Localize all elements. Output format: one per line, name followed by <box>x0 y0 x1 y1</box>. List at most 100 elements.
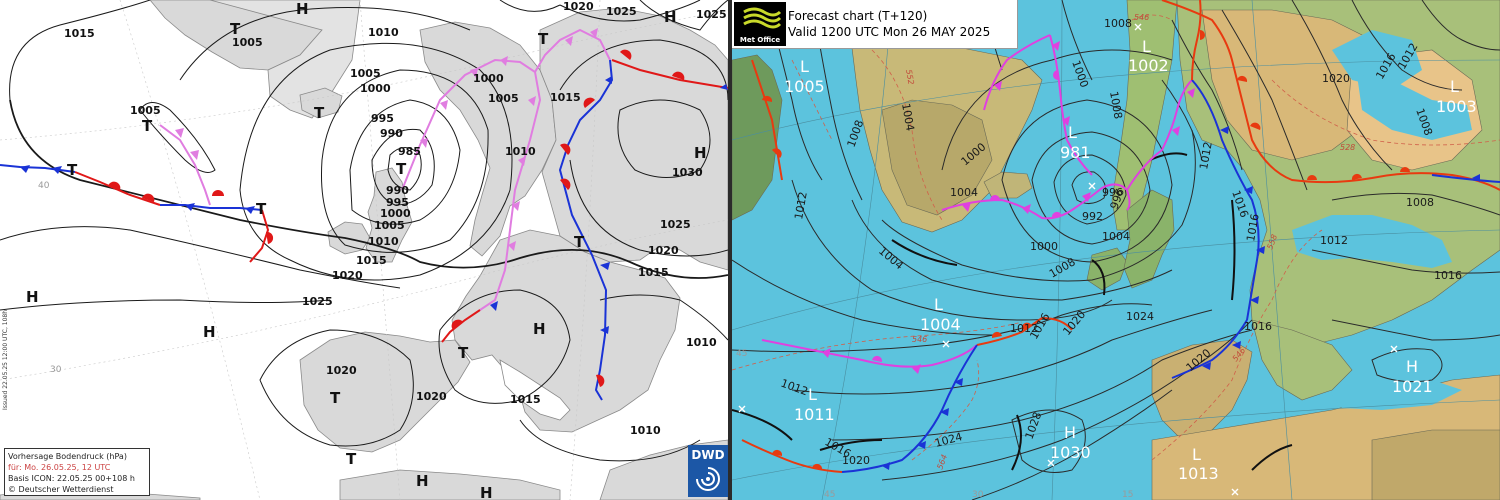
dwd-high-marker: H <box>416 472 429 490</box>
mo-system-type: H <box>1064 423 1076 442</box>
mo-isobar-label: 1004 <box>876 244 906 272</box>
dwd-isobar-label: 985 <box>398 145 421 158</box>
mo-system-value: 1011 <box>794 405 835 424</box>
dwd-isobar-label: 1015 <box>510 393 541 406</box>
dwd-legend-line: für: Mo. 26.05.25, 12 UTC <box>8 463 111 472</box>
dwd-low-marker: T <box>396 160 407 178</box>
mo-isobar-label: 992 <box>1082 210 1103 223</box>
dwd-isobar-label: 1025 <box>302 295 333 308</box>
dwd-isobar-label: 1005 <box>488 92 519 105</box>
mo-system-type: L <box>1450 77 1459 96</box>
mo-grid-label: 30 <box>972 490 984 500</box>
mo-isobar-label: 1008 <box>1047 255 1078 280</box>
mo-isobar-label: 1020 <box>842 454 870 467</box>
mo-system-type: L <box>1068 123 1077 142</box>
dwd-grid-labels: 40 30 <box>38 181 62 375</box>
dwd-low-marker: T <box>538 30 549 48</box>
mo-isobar-label: 1016 <box>1434 269 1462 282</box>
dwd-low-marker: T <box>67 161 78 179</box>
mo-system-type: L <box>934 295 943 314</box>
mo-isobar-label: 1000 <box>1030 240 1058 253</box>
mo-isobar-label: 1012 <box>792 191 810 221</box>
dwd-isobar-label: 990 <box>380 127 403 140</box>
mo-isobar-label: 1008 <box>1406 196 1434 209</box>
mo-isobar-label: 1028 <box>1023 410 1045 441</box>
dwd-isobar-label: 1000 <box>360 82 391 95</box>
metoffice-wordmark: Met Office <box>739 36 781 44</box>
mo-isobar-label: 1008 <box>845 118 867 149</box>
dwd-low-marker: T <box>230 20 241 38</box>
dwd-legend-box: Vorhersage Bodendruck (hPa) für: Mo. 26.… <box>4 448 150 496</box>
dwd-low-marker: T <box>256 200 267 218</box>
dwd-grid-label: 40 <box>38 181 50 191</box>
mo-fronts <box>741 0 1500 473</box>
mo-thickness-label: 546 <box>912 335 927 344</box>
mo-isobar-label: 1016 <box>823 435 854 460</box>
mo-isobar-label: 1008 <box>1107 90 1125 120</box>
dwd-isobar-label: 1010 <box>686 336 717 349</box>
dwd-isobar-label: 1010 <box>368 235 399 248</box>
dwd-isobars <box>0 0 728 462</box>
dwd-low-marker: T <box>574 233 585 251</box>
dwd-isobar-label: 1005 <box>232 36 263 49</box>
dwd-logo: DWD <box>688 445 728 497</box>
mo-thickness-label: 552 <box>904 69 916 86</box>
dwd-isobar-label: 1005 <box>374 219 405 232</box>
mo-chart-title: Forecast chart (T+120) <box>788 9 928 23</box>
dwd-swirl-icon <box>696 467 720 491</box>
mo-grid-labels: 45 45 30 15 <box>736 349 1133 500</box>
mo-centre-crosses <box>738 23 1398 496</box>
mo-thickness-label: 564 <box>935 453 949 470</box>
mo-isobar-label: 1016 <box>1244 213 1262 243</box>
dwd-logo-text: DWD <box>691 448 725 462</box>
mo-isobar-label: 1004 <box>899 102 917 132</box>
metoffice-logo: Met Office <box>734 2 786 46</box>
mo-system-value: 1030 <box>1050 443 1091 462</box>
dwd-low-marker: T <box>346 450 357 468</box>
mo-grid-label: 15 <box>1122 490 1133 500</box>
mo-isobar-label: 1016 <box>1244 320 1272 333</box>
mo-system-type: L <box>1192 445 1201 464</box>
mo-system-type: L <box>1142 37 1151 56</box>
mo-isobars-bold <box>732 152 1293 471</box>
mo-system-value: 1002 <box>1128 56 1169 75</box>
mo-grid-label: 45 <box>736 349 747 359</box>
dwd-map-svg: 1015 1005 1010 1005 1000 1020 1025 1025 … <box>0 0 728 500</box>
dwd-isobar-label: 1010 <box>505 145 536 158</box>
mo-valid-time: Valid 1200 UTC Mon 26 MAY 2025 <box>788 25 991 39</box>
mo-isobar-label: 1008 <box>1104 17 1132 30</box>
dwd-high-marker: H <box>480 484 493 500</box>
dwd-legend-line: © Deutscher Wetterdienst <box>8 485 114 494</box>
dwd-isobar-label: 1015 <box>64 27 95 40</box>
mo-isobar-label: 1012 <box>779 377 810 399</box>
dwd-low-marker: T <box>142 117 153 135</box>
mo-isobar-label: 1004 <box>1102 230 1130 243</box>
mo-isobar-label: 1012 <box>1197 141 1215 171</box>
metoffice-forecast-chart: 1004 1000 1008 1012 1004 1008 1008 1012 … <box>732 0 1500 500</box>
dwd-issue-side-text: Issued 22.05.25 12:00 UTC, 108h <box>2 290 12 420</box>
dwd-issue-text: Issued 22.05.25 12:00 UTC, 108h <box>2 309 9 410</box>
dwd-isobar-label: 1015 <box>356 254 387 267</box>
dwd-isobar-label: 1020 <box>563 0 594 13</box>
dwd-isobar-label: 1005 <box>350 67 381 80</box>
mo-isobar-label: 996 <box>1102 186 1123 199</box>
mo-system-type: H <box>1406 357 1418 376</box>
dwd-isobar-label: 1030 <box>672 166 703 179</box>
dwd-isobar-label: 1020 <box>326 364 357 377</box>
dwd-high-marker: H <box>203 323 216 341</box>
dwd-high-marker: H <box>694 144 707 162</box>
dwd-isobar-label: 990 <box>386 184 409 197</box>
dwd-isobar-label: 1025 <box>696 8 727 21</box>
mo-system-value: 1013 <box>1178 464 1219 483</box>
dwd-front-symbols <box>20 28 728 387</box>
dwd-grid-label: 30 <box>50 365 62 375</box>
dwd-high-marker: H <box>664 8 677 26</box>
mo-isobar-label: 1012 <box>1010 322 1038 335</box>
dwd-low-marker: T <box>330 389 341 407</box>
mo-front-symbols <box>762 30 1480 470</box>
dwd-low-marker: T <box>458 344 469 362</box>
mo-thickness-lines <box>732 14 1500 461</box>
mo-isobar-label: 1024 <box>933 430 963 450</box>
mo-header-box: Met Office Forecast chart (T+120) Valid … <box>732 0 1018 49</box>
